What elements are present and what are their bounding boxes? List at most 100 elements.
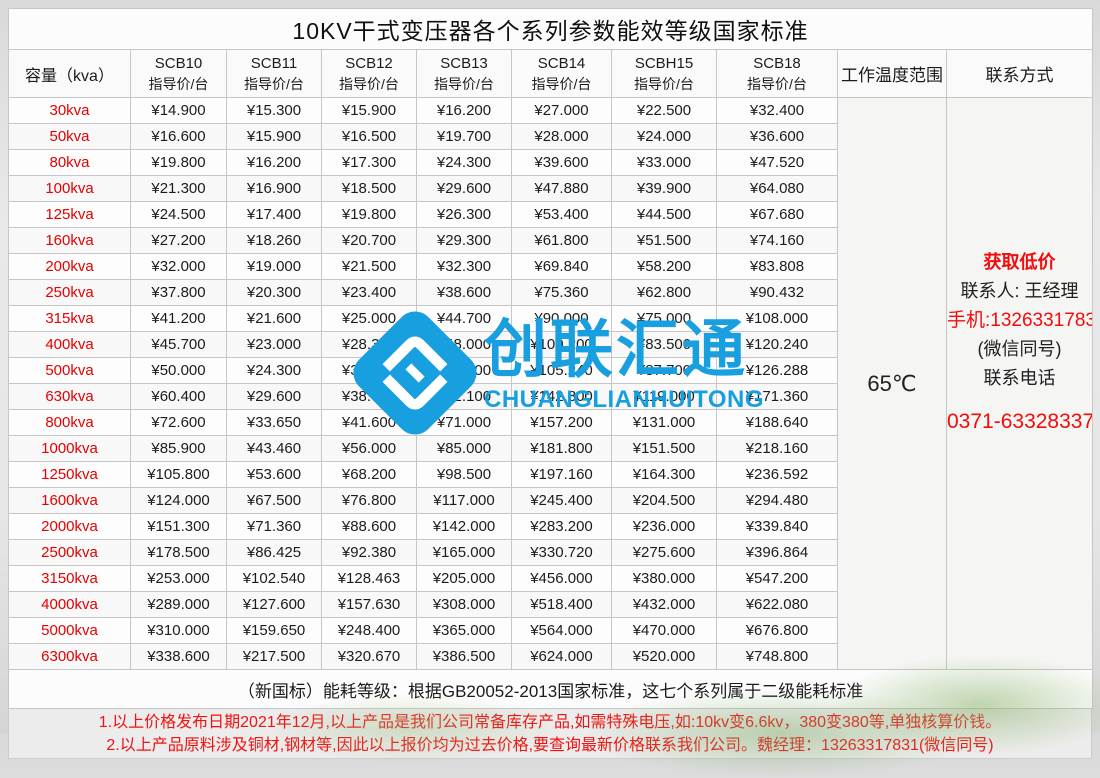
series-header-scb11: SCB11 指导价/台 [226, 49, 322, 98]
price-cell: ¥48.000 [416, 331, 512, 358]
capacity-cell: 315kva [8, 305, 131, 332]
price-cell: ¥624.000 [511, 643, 612, 670]
price-cell: ¥157.200 [511, 409, 612, 436]
price-cell: ¥18.260 [226, 227, 322, 254]
price-cell: ¥87.700 [611, 357, 717, 384]
price-cell: ¥19.800 [130, 149, 227, 176]
price-cell: ¥53.600 [226, 461, 322, 488]
price-cell: ¥16.200 [416, 97, 512, 124]
price-cell: ¥151.500 [611, 435, 717, 462]
price-cell: ¥128.463 [321, 565, 417, 592]
price-cell: ¥85.000 [416, 435, 512, 462]
note-row: （新国标）能耗等级：根据GB20052-2013国家标准，这七个系列属于二级能耗… [7, 669, 1094, 709]
price-cell: ¥53.400 [511, 201, 612, 228]
price-cell: ¥37.800 [130, 279, 227, 306]
price-cell: ¥245.400 [511, 487, 612, 514]
price-cell: ¥171.360 [716, 383, 838, 410]
price-cell: ¥29.600 [416, 175, 512, 202]
price-cell: ¥16.200 [226, 149, 322, 176]
price-cell: ¥26.300 [416, 201, 512, 228]
price-cell: ¥47.880 [511, 175, 612, 202]
price-cell: ¥456.000 [511, 565, 612, 592]
price-cell: ¥24.500 [130, 201, 227, 228]
price-cell: ¥518.400 [511, 591, 612, 618]
price-cell: ¥127.600 [226, 591, 322, 618]
price-cell: ¥29.300 [416, 227, 512, 254]
price-cell: ¥236.592 [716, 461, 838, 488]
capacity-cell: 3150kva [8, 565, 131, 592]
header-row: 容量（kva） SCB10 指导价/台 SCB11 指导价/台 SCB12 指导价/台 SC… [8, 49, 1094, 98]
price-cell: ¥29.600 [226, 383, 322, 410]
price-cell: ¥62.800 [611, 279, 717, 306]
price-cell: ¥41.600 [321, 409, 417, 436]
price-cell: ¥253.000 [130, 565, 227, 592]
price-cell: ¥124.000 [130, 487, 227, 514]
price-cell: ¥283.200 [511, 513, 612, 540]
price-cell: ¥74.160 [716, 227, 838, 254]
contact-line: 0371-63328337 [947, 410, 1093, 433]
price-cell: ¥33.000 [611, 149, 717, 176]
price-cell: ¥520.000 [611, 643, 717, 670]
price-cell: ¥131.000 [611, 409, 717, 436]
price-cell: ¥24.300 [226, 357, 322, 384]
series-header-scb10: SCB10 指导价/台 [130, 49, 227, 98]
price-cell: ¥44.700 [416, 305, 512, 332]
price-cell: ¥248.400 [321, 617, 417, 644]
contact-cell: 获取低价 联系人: 王经理 手机:13263317831 (微信同号) 联系电话 0371… [945, 97, 1094, 670]
price-cell: ¥25.000 [321, 305, 417, 332]
price-cell: ¥105.800 [130, 461, 227, 488]
price-cell: ¥204.500 [611, 487, 717, 514]
capacity-cell: 160kva [8, 227, 131, 254]
price-cell: ¥748.800 [716, 643, 838, 670]
price-cell: ¥50.000 [130, 357, 227, 384]
price-cell: ¥64.080 [716, 175, 838, 202]
price-sheet: 10KV干式变压器各个系列参数能效等级国家标准 容量（kva） SCB10 指导价… [7, 8, 1094, 759]
temp-value-cell: 65℃ [837, 97, 947, 670]
price-cell: ¥28.300 [321, 331, 417, 358]
price-cell: ¥67.680 [716, 201, 838, 228]
price-cell: ¥90.432 [716, 279, 838, 306]
contact-line: 手机:13263317831 [947, 310, 1093, 331]
table-row: 1600kva ¥124.000 ¥67.500 ¥76.800 ¥117.000 ¥24… [8, 487, 1093, 514]
price-cell: ¥16.500 [321, 123, 417, 150]
price-cell: ¥365.000 [416, 617, 512, 644]
price-cell: ¥547.200 [716, 565, 838, 592]
price-cell: ¥159.650 [226, 617, 322, 644]
price-cell: ¥75.360 [511, 279, 612, 306]
price-cell: ¥58.200 [611, 253, 717, 280]
price-cell: ¥68.200 [321, 461, 417, 488]
price-cell: ¥18.500 [321, 175, 417, 202]
table-row: 1250kva ¥105.800 ¥53.600 ¥68.200 ¥98.500 ¥197… [8, 461, 1093, 488]
price-cell: ¥19.000 [226, 253, 322, 280]
price-cell: ¥217.500 [226, 643, 322, 670]
price-cell: ¥432.000 [611, 591, 717, 618]
price-cell: ¥61.800 [511, 227, 612, 254]
price-cell: ¥24.300 [416, 149, 512, 176]
price-cell: ¥36.600 [716, 123, 838, 150]
price-cell: ¥16.900 [226, 175, 322, 202]
price-cell: ¥178.500 [130, 539, 227, 566]
capacity-cell: 1250kva [8, 461, 131, 488]
capacity-cell: 800kva [8, 409, 131, 436]
price-cell: ¥88.600 [321, 513, 417, 540]
contact-line: 联系人: 王经理 [960, 281, 1079, 301]
capacity-cell: 2000kva [8, 513, 131, 540]
price-cell: ¥236.000 [611, 513, 717, 540]
price-cell: ¥75.000 [611, 305, 717, 332]
table-row: 3150kva ¥253.000 ¥102.540 ¥128.463 ¥205.000 ¥… [8, 565, 1093, 592]
price-cell: ¥51.500 [611, 227, 717, 254]
price-cell: ¥105.240 [511, 357, 612, 384]
price-cell: ¥142.000 [416, 513, 512, 540]
price-cell: ¥330.720 [511, 539, 612, 566]
price-note-1: 1.以上价格发布日期2021年12月,以上产品是我们公司常备库存产品,如需特殊电… [98, 713, 1002, 731]
price-cell: ¥102.540 [226, 565, 322, 592]
price-cell: ¥56.000 [321, 435, 417, 462]
capacity-cell: 100kva [8, 175, 131, 202]
price-cell: ¥83.808 [716, 253, 838, 280]
contact-line: 获取低价 [983, 252, 1056, 272]
price-cell: ¥289.000 [130, 591, 227, 618]
price-cell: ¥338.600 [130, 643, 227, 670]
price-cell: ¥386.500 [416, 643, 512, 670]
title-row: 10KV干式变压器各个系列参数能效等级国家标准 [7, 8, 1094, 50]
table-row: 6300kva ¥338.600 ¥217.500 ¥320.670 ¥386.500 ¥… [8, 643, 1093, 670]
